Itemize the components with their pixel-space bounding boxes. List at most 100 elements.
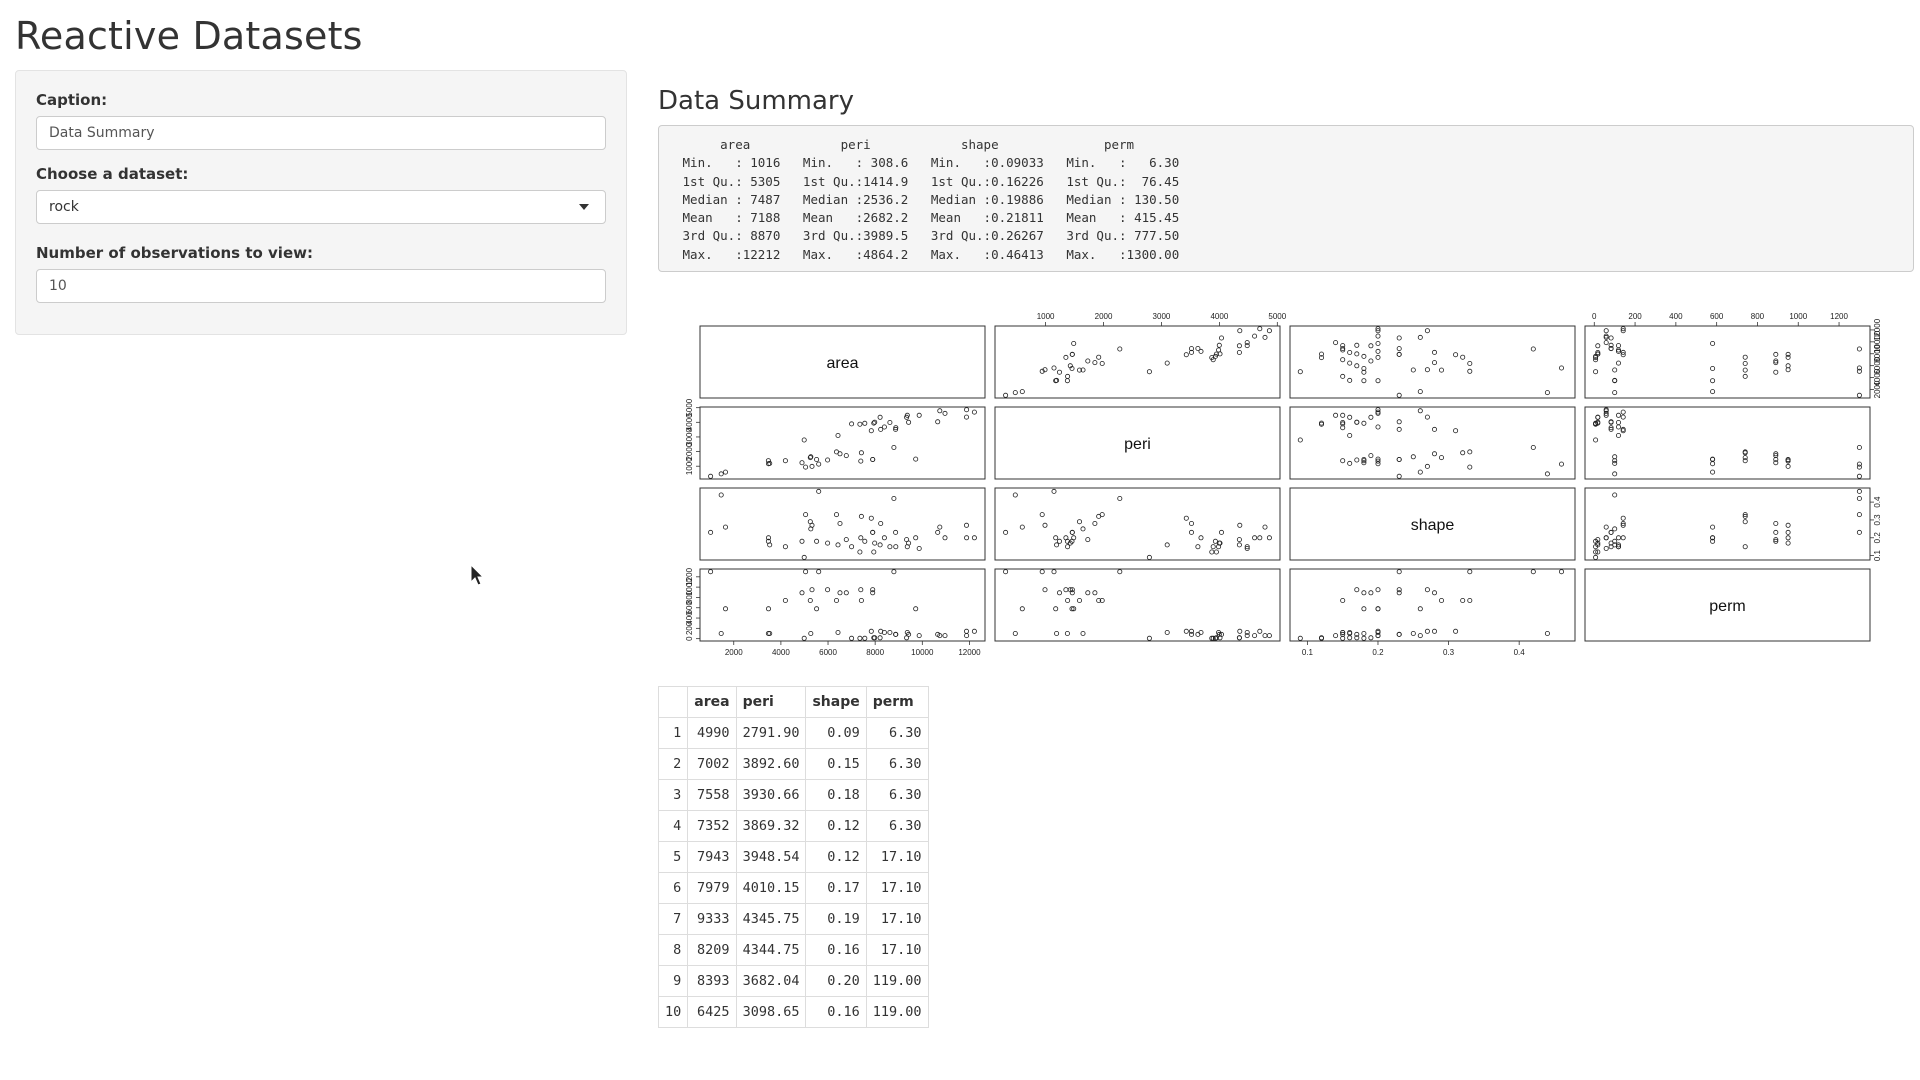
tick-label: 6000 (1873, 356, 1882, 374)
data-point (1785, 367, 1791, 373)
data-point (893, 631, 899, 637)
data-point (1453, 428, 1459, 434)
data-point (1593, 357, 1599, 363)
table-cell: 1 (657, 717, 689, 749)
data-point (1099, 361, 1105, 367)
data-point (801, 554, 807, 560)
data-point (1612, 367, 1618, 373)
data-point (1742, 455, 1748, 461)
data-point (1432, 349, 1438, 355)
data-point (1297, 437, 1303, 443)
table-cell: 8 (657, 934, 689, 966)
caption-input[interactable] (36, 116, 606, 150)
data-point (1773, 520, 1779, 526)
data-point (1417, 469, 1423, 475)
plot-panel (699, 325, 986, 399)
data-point (1559, 461, 1565, 467)
tick-label: 200 (685, 621, 694, 635)
data-point (1375, 587, 1381, 593)
tick-label: 400 (685, 611, 694, 625)
data-point (1467, 464, 1473, 470)
table-cell: 0.18 (805, 779, 867, 811)
data-point (837, 451, 843, 457)
table-cell: 7 (657, 903, 689, 935)
data-point (1620, 349, 1626, 355)
data-point (1216, 347, 1222, 353)
data-point (1620, 328, 1626, 334)
data-point (1096, 354, 1102, 360)
mouse-cursor-icon (470, 564, 485, 586)
data-point (1266, 633, 1272, 639)
data-point (1085, 590, 1091, 596)
data-point (1340, 421, 1346, 427)
data-point (1361, 369, 1367, 375)
data-point (887, 544, 893, 550)
data-point (906, 419, 912, 425)
table-cell: 0.16 (805, 996, 867, 1028)
data-point (1099, 597, 1105, 603)
obs-input[interactable] (36, 269, 606, 303)
data-point (1595, 414, 1601, 420)
data-point (1236, 542, 1242, 548)
data-point (1063, 354, 1069, 360)
data-point (1595, 351, 1601, 357)
data-point (1856, 365, 1862, 371)
data-point (942, 410, 948, 416)
data-point (1544, 471, 1550, 477)
data-point (1257, 628, 1263, 634)
dataset-select[interactable]: rock (36, 190, 606, 224)
data-point (1612, 390, 1618, 396)
data-point (1244, 545, 1250, 551)
data-point (1396, 456, 1402, 462)
data-point (1244, 340, 1250, 346)
data-point (1039, 368, 1045, 374)
data-point (1333, 412, 1339, 418)
table-cell: 0.09 (805, 717, 867, 749)
data-point (1189, 349, 1195, 355)
data-point (1333, 633, 1339, 639)
data-point (1396, 631, 1402, 637)
data-point (1616, 348, 1622, 354)
plot-panel (1584, 568, 1871, 642)
data-point (1347, 377, 1353, 383)
data-point (1603, 412, 1609, 418)
data-point (1467, 368, 1473, 374)
data-point (1603, 407, 1609, 413)
table-row: 10 6425 3098.65 0.16 119.00 (657, 996, 929, 1028)
data-point (1417, 408, 1423, 414)
plot-panel (994, 568, 1281, 642)
data-point (708, 569, 714, 575)
table-cell: 17.10 (865, 872, 929, 904)
tick-label: 0.3 (1873, 514, 1882, 526)
data-point (1432, 426, 1438, 432)
data-point (942, 633, 948, 639)
data-point (1608, 335, 1614, 341)
data-point (1340, 373, 1346, 379)
table-cell: 3892.60 (735, 748, 807, 780)
data-point (807, 597, 813, 603)
data-point (1856, 346, 1862, 352)
data-point (1039, 569, 1045, 575)
data-point (971, 409, 977, 415)
data-point (1439, 367, 1445, 373)
tick-label: 4000 (1873, 368, 1882, 386)
data-point (1620, 426, 1626, 432)
data-point (868, 628, 874, 634)
data-point (1773, 529, 1779, 535)
data-point (1117, 346, 1123, 352)
data-point (1773, 460, 1779, 466)
data-point (1213, 549, 1219, 555)
table-cell: 4345.75 (735, 903, 807, 935)
data-point (891, 444, 897, 450)
data-point (1608, 426, 1614, 432)
data-point (1236, 343, 1242, 349)
data-point (862, 635, 868, 641)
data-point (1530, 346, 1536, 352)
tick-label: 6000 (819, 648, 837, 657)
data-point (1593, 437, 1599, 443)
data-point (1003, 529, 1009, 535)
data-point (1856, 512, 1862, 518)
data-point (1183, 352, 1189, 358)
data-point (1593, 355, 1599, 361)
data-point (1620, 522, 1626, 528)
